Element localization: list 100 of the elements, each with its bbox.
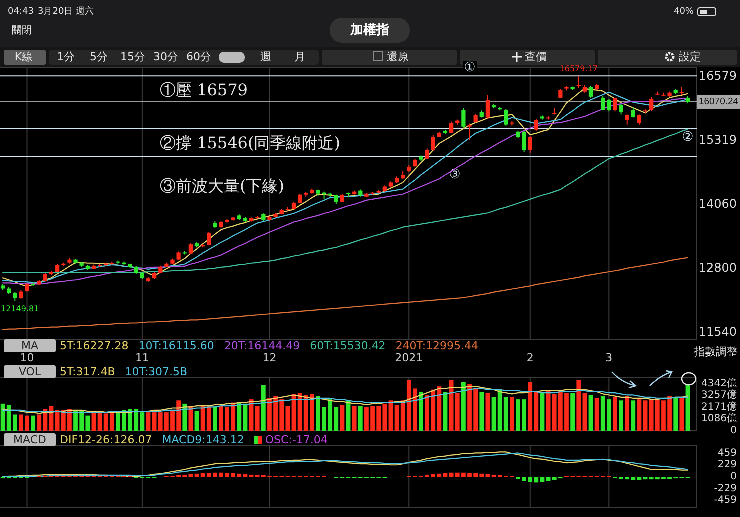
bar [261, 385, 266, 431]
bar [643, 400, 648, 431]
text: 3月20日 週六 [38, 6, 94, 17]
bar [394, 404, 400, 431]
text: 60分 [186, 50, 212, 64]
text: 月 [294, 50, 306, 64]
y-tick-label: -229 [714, 483, 737, 494]
y-tick-label: 3257億 [702, 389, 737, 402]
bar [680, 398, 684, 431]
bar [674, 398, 678, 431]
annotation: 12149.81 [1, 304, 40, 314]
candlestick [534, 118, 538, 132]
bar [528, 382, 533, 431]
bar [613, 397, 618, 431]
y-tick-label: -459 [714, 495, 737, 506]
x-tick-label: 11 [135, 352, 150, 364]
text: 10T:307.5B [125, 366, 188, 378]
y-tick-label: 1086億 [702, 412, 737, 425]
bar [588, 395, 594, 431]
bar [637, 400, 642, 431]
text: 查價 [525, 50, 547, 64]
candlestick [188, 243, 193, 255]
text: 關閉 [12, 26, 32, 36]
y-tick-label: 2171億 [702, 400, 737, 413]
bar [419, 392, 424, 431]
candlestick [334, 194, 338, 204]
candlestick [619, 104, 624, 116]
text: 週 [260, 50, 272, 64]
bar [182, 404, 188, 431]
annotation: ③前波大量(下緣) [160, 176, 284, 196]
bar [619, 400, 624, 431]
bar [534, 392, 539, 431]
bar [194, 411, 200, 431]
candlestick [588, 86, 594, 98]
ref-line-label: ③ [449, 168, 461, 183]
y-tick-label: 12800 [698, 260, 737, 275]
candlestick [650, 96, 654, 112]
bar [480, 392, 484, 431]
bar [486, 393, 490, 431]
legend-title: MACD [14, 434, 46, 446]
annotation: ①壓 16579 [160, 80, 248, 100]
candlestick [486, 94, 490, 120]
text: DIF12-26:126.07 [60, 434, 152, 446]
y-tick-label: 0 [730, 426, 737, 436]
text: 04:43 [8, 7, 34, 17]
candlestick [431, 134, 436, 152]
candlestick [631, 107, 636, 118]
chart-title: 加權指 [350, 23, 390, 38]
candlestick [613, 97, 618, 112]
bar [37, 414, 42, 431]
candlestick [576, 76, 581, 89]
bar [352, 406, 357, 431]
y-tick-label: 16579 [698, 69, 737, 84]
bar [631, 400, 636, 431]
annotation: ②撐 15546(同季線附近) [160, 134, 340, 152]
candlestick [625, 114, 630, 126]
y-tick-label: 15319 [698, 133, 737, 148]
x-tick-label: 12 [262, 352, 277, 364]
candlestick [468, 123, 472, 141]
text: 5T:317.4B [60, 366, 116, 378]
bar [213, 407, 218, 431]
x-tick-label: 2021 [395, 352, 424, 364]
text: 1分 [57, 50, 75, 64]
candlestick [528, 136, 532, 154]
text: 指數調整 [693, 346, 738, 358]
text: 還原 [387, 50, 409, 64]
series-label: MACD9:143.12 [162, 434, 244, 446]
bar [255, 406, 260, 431]
text: 240T:12995.44 [396, 340, 479, 352]
ref-line-label: ① [464, 60, 476, 76]
line-series [2, 257, 689, 330]
text: 15分 [120, 50, 146, 64]
bar [625, 396, 630, 431]
text: 40% [674, 7, 694, 17]
candlestick [462, 108, 466, 128]
y-tick-label: 229 [718, 460, 737, 471]
annotation: 16579.17 [560, 64, 598, 74]
text: 5T:16227.28 [60, 340, 129, 352]
ref-line-label: 16070.24 [698, 96, 739, 108]
y-tick-label: 0 [730, 472, 737, 482]
bar [31, 416, 36, 431]
bar [462, 382, 466, 431]
y-tick-label: 4342億 [702, 377, 737, 390]
y-tick-label: 14060 [698, 197, 737, 211]
bar [152, 412, 157, 431]
candlestick [298, 193, 302, 204]
bar [206, 406, 212, 431]
text: 10T:16115.60 [138, 340, 214, 352]
bar [358, 406, 363, 431]
candlestick [207, 232, 212, 246]
candlestick [425, 148, 430, 160]
text: 設定 [679, 50, 701, 64]
candlestick [522, 130, 526, 153]
y-tick-label: 11540 [698, 324, 737, 339]
x-tick-label: 10 [20, 352, 34, 364]
text: 20T:16144.49 [224, 340, 300, 352]
text: 60T:15530.42 [310, 340, 386, 352]
ref-line-label: ② [682, 130, 694, 146]
legend-title: VOL [18, 366, 42, 378]
bar [492, 397, 496, 431]
